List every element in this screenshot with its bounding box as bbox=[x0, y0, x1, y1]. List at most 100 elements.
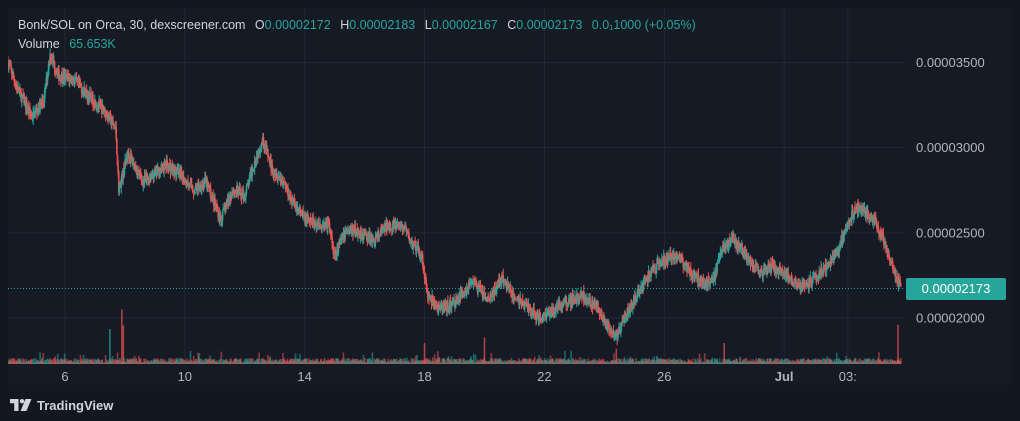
candle-body bbox=[65, 74, 67, 80]
volume-bar bbox=[250, 358, 253, 364]
candle-body bbox=[638, 288, 640, 295]
volume-bar bbox=[854, 357, 857, 364]
candle-body bbox=[451, 302, 454, 305]
candle-body bbox=[818, 270, 820, 280]
candle-body bbox=[389, 227, 392, 230]
candle-body bbox=[716, 262, 719, 272]
candle-body bbox=[499, 283, 502, 286]
candle-body bbox=[647, 277, 649, 283]
candle-body bbox=[898, 278, 900, 283]
candle-body bbox=[201, 185, 203, 190]
candle-body bbox=[150, 175, 153, 180]
volume-bar bbox=[246, 358, 248, 364]
candle-body bbox=[830, 260, 833, 262]
volume-bar bbox=[404, 358, 406, 364]
candle-body bbox=[516, 297, 519, 300]
candle-body bbox=[736, 241, 739, 249]
candle-body bbox=[267, 149, 269, 157]
volume-bar bbox=[162, 359, 165, 364]
candle-body bbox=[876, 224, 878, 228]
volume-bar bbox=[143, 358, 145, 364]
candle-body bbox=[419, 256, 421, 258]
candle-body bbox=[42, 102, 45, 104]
candle-body bbox=[648, 271, 651, 277]
candle-body bbox=[554, 309, 556, 314]
volume-bar bbox=[679, 358, 681, 364]
price-chart[interactable]: 0.00003500 0.00003000 0.00002500 0.00002000… bbox=[8, 8, 1012, 385]
candle-body bbox=[891, 263, 894, 269]
candle-body bbox=[124, 159, 126, 169]
candle-body bbox=[109, 114, 112, 117]
candle-body bbox=[228, 197, 230, 206]
candle-body bbox=[230, 197, 233, 199]
candle-body bbox=[539, 316, 542, 318]
candle-body bbox=[868, 213, 870, 220]
candle-body bbox=[328, 223, 331, 233]
volume-bar bbox=[787, 358, 790, 364]
candle-body bbox=[727, 246, 730, 249]
candle-body bbox=[393, 224, 396, 227]
volume-bar bbox=[19, 358, 21, 364]
volume-bar bbox=[41, 358, 43, 364]
volume-bar bbox=[284, 360, 287, 364]
candle-body bbox=[254, 160, 257, 165]
volume-bar bbox=[774, 358, 777, 364]
volume-bar bbox=[722, 358, 724, 364]
candle-body bbox=[732, 236, 735, 240]
volume-bar bbox=[603, 359, 605, 364]
time-tick-label: 18 bbox=[417, 369, 431, 384]
candle-body bbox=[461, 290, 464, 297]
candle-body bbox=[330, 229, 332, 237]
candle-body bbox=[808, 278, 810, 288]
volume-bar bbox=[101, 359, 104, 364]
candle-body bbox=[403, 229, 405, 231]
candle-body bbox=[650, 268, 652, 277]
volume-bar bbox=[138, 355, 140, 364]
volume-bar bbox=[394, 359, 397, 364]
candle-body bbox=[131, 157, 133, 159]
volume-bar bbox=[275, 359, 277, 364]
candle-body bbox=[82, 89, 85, 95]
volume-bar bbox=[202, 360, 205, 364]
volume-bar bbox=[786, 358, 788, 364]
candle-body bbox=[680, 256, 683, 260]
volume-bar bbox=[414, 355, 417, 364]
candle-body bbox=[875, 220, 878, 225]
tradingview-attribution[interactable]: TradingView bbox=[10, 395, 113, 415]
candle-body bbox=[743, 253, 746, 255]
candle-body bbox=[761, 270, 763, 274]
volume-bar bbox=[467, 359, 470, 364]
volume-bar bbox=[216, 360, 218, 364]
candle-body bbox=[597, 306, 600, 309]
chart-pane[interactable]: 0.00003500 0.00003000 0.00002500 0.00002000… bbox=[8, 8, 1012, 385]
candle-body bbox=[565, 295, 567, 305]
candle-body bbox=[48, 60, 50, 70]
volume-bar bbox=[479, 358, 482, 364]
candle-body bbox=[756, 265, 759, 269]
candle-body bbox=[656, 263, 658, 271]
candle-body bbox=[766, 270, 769, 272]
candle-body bbox=[779, 266, 781, 269]
candle-body bbox=[264, 146, 267, 148]
candle-body bbox=[377, 232, 380, 238]
candle-body bbox=[724, 243, 727, 248]
candle-body bbox=[193, 192, 196, 194]
volume-bar bbox=[515, 361, 518, 364]
volume-bar bbox=[345, 358, 348, 364]
candle-body bbox=[284, 182, 286, 185]
candle-body bbox=[886, 247, 888, 253]
candle-body bbox=[212, 195, 214, 198]
candle-body bbox=[260, 148, 262, 150]
candle-body bbox=[362, 232, 365, 239]
candle-body bbox=[94, 100, 97, 108]
volume-spike bbox=[483, 337, 486, 364]
candle-body bbox=[197, 184, 199, 186]
candle-body bbox=[712, 276, 715, 282]
candle-body bbox=[53, 61, 56, 69]
candle-body bbox=[194, 189, 196, 194]
candle-body bbox=[135, 170, 138, 172]
candle-body bbox=[180, 171, 183, 177]
candle-body bbox=[508, 284, 510, 289]
candle-body bbox=[629, 306, 632, 313]
volume-bar bbox=[494, 357, 497, 364]
